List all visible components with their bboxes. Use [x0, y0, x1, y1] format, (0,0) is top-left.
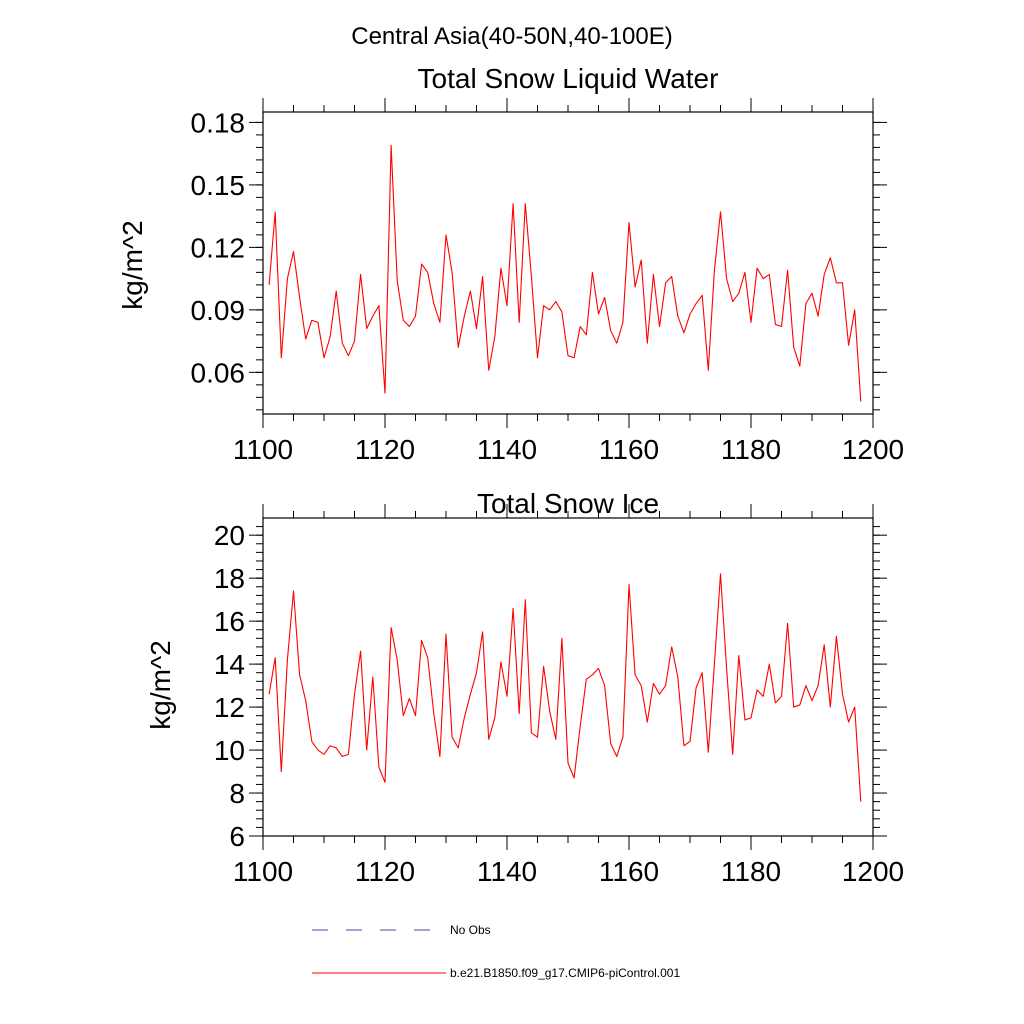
y-tick-label: 20: [214, 520, 245, 551]
x-tick-label: 1160: [599, 856, 659, 887]
series-line-model: [268, 573, 862, 802]
y-tick-label: 0.15: [191, 170, 246, 201]
legend-label-no-obs: No Obs: [450, 923, 491, 937]
axis-tick-labels: 1100 1120 1140 1160 1180 1200 6 8 10 12 14 16 18 20: [214, 520, 904, 887]
y-tick-label: 16: [214, 606, 245, 637]
y-axis-label: kg/m^2: [117, 220, 148, 309]
legend: No Obs b.e21.B1850.f09_g17.CMIP6-piContr…: [312, 923, 680, 980]
series-line-model: [268, 144, 862, 402]
x-tick-label: 1160: [599, 434, 659, 465]
y-tick-label: 0.06: [191, 357, 246, 388]
y-tick-label: 8: [229, 778, 245, 809]
x-tick-label: 1200: [842, 856, 904, 887]
y-tick-label: 18: [214, 563, 245, 594]
y-tick-label: 0.18: [191, 107, 246, 138]
panel-total-snow-liquid-water: Total Snow Liquid Water kg/m^2 1100 1120 1…: [117, 63, 904, 465]
x-tick-label: 1120: [355, 856, 415, 887]
panel-title: Total Snow Liquid Water: [418, 63, 719, 94]
x-tick-label: 1140: [477, 856, 537, 887]
y-tick-label: 0.09: [191, 295, 246, 326]
main-title: Central Asia(40-50N,40-100E): [351, 23, 673, 50]
y-tick-label: 0.12: [191, 232, 246, 263]
panel-total-snow-ice: Total Snow Ice kg/m^2 1100 1120 1140 1160 11…: [145, 488, 904, 887]
x-tick-label: 1140: [477, 434, 537, 465]
axis-ticks: [249, 504, 887, 850]
y-axis-label: kg/m^2: [145, 640, 176, 729]
series-group: [268, 573, 862, 802]
plot-frame: [262, 517, 874, 837]
y-tick-label: 14: [214, 649, 245, 680]
y-tick-label: 6: [229, 821, 245, 852]
x-tick-label: 1100: [233, 434, 293, 465]
plot-frame: [262, 111, 874, 415]
y-tick-label: 12: [214, 692, 245, 723]
x-tick-label: 1100: [233, 856, 293, 887]
series-group: [268, 144, 862, 402]
x-tick-label: 1200: [842, 434, 904, 465]
x-tick-label: 1180: [721, 856, 781, 887]
x-tick-label: 1180: [721, 434, 781, 465]
y-tick-label: 10: [214, 735, 245, 766]
axis-tick-labels: 1100 1120 1140 1160 1180 1200 0.06 0.09 0.12 0.15…: [191, 107, 905, 465]
axis-ticks: [249, 98, 887, 428]
legend-label-model: b.e21.B1850.f09_g17.CMIP6-piControl.001: [450, 966, 680, 980]
x-tick-label: 1120: [355, 434, 415, 465]
